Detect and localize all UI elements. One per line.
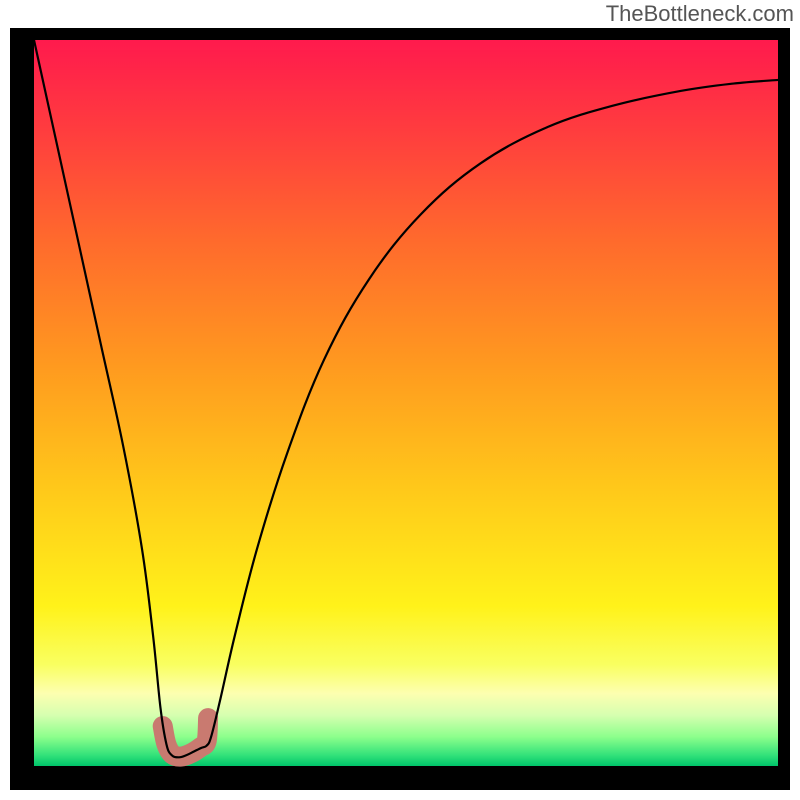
figure-frame: TheBottleneck.com	[0, 0, 800, 800]
bottleneck-curve	[34, 40, 778, 757]
plot-outer-border	[10, 28, 790, 790]
chart-svg	[34, 40, 778, 766]
bottleneck-chart	[34, 40, 778, 766]
watermark-text: TheBottleneck.com	[606, 0, 800, 28]
